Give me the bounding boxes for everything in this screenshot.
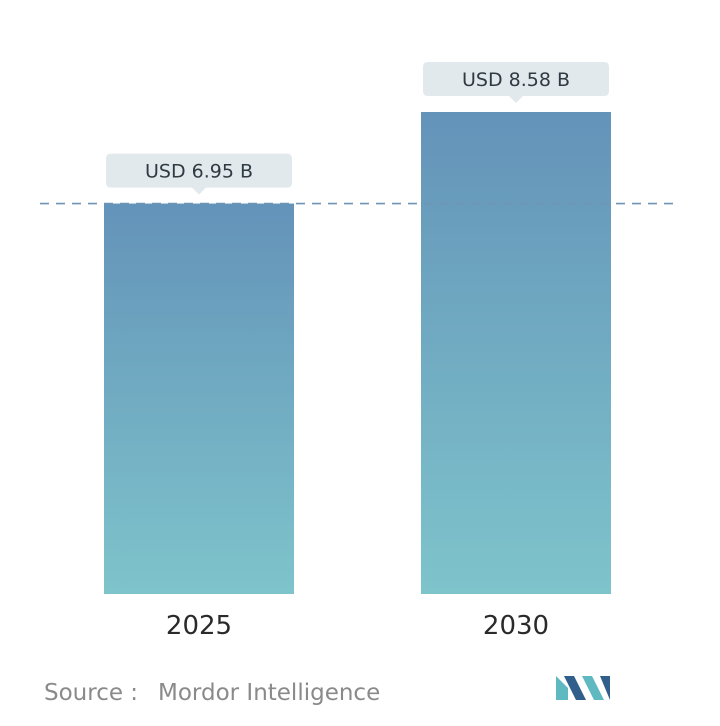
mordor-intelligence-logo-icon [556, 676, 610, 700]
data-label-2030: USD 8.58 B [462, 69, 570, 91]
data-label-box-2025 [106, 153, 292, 195]
data-label-box-2030 [423, 62, 609, 103]
bar-2030 [421, 112, 611, 594]
data-label-2025: USD 6.95 B [145, 161, 253, 183]
x-tick-label-2030: 2030 [483, 611, 549, 641]
bars-group [104, 112, 611, 594]
source-name: Mordor Intelligence [158, 680, 380, 706]
x-tick-label-2025: 2025 [166, 611, 232, 641]
bar-2025 [104, 203, 294, 594]
data-labels-group: USD 6.95 B USD 8.58 B [106, 62, 609, 195]
source-label: Source : [44, 680, 138, 706]
x-axis-ticks: 2025 2030 [166, 611, 549, 641]
